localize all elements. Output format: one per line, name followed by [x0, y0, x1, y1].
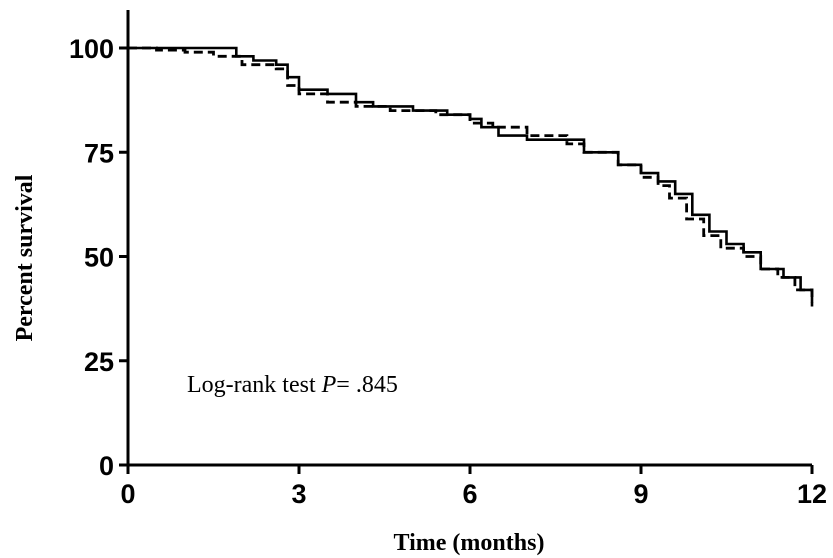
y-tick-label: 0 [99, 451, 114, 481]
x-tick-label: 0 [120, 479, 135, 509]
y-tick-label: 75 [84, 138, 114, 168]
annotation-prefix: Log-rank test [187, 372, 322, 398]
survival-curve-solid [128, 46, 814, 307]
x-axis-ticks: 0 3 6 9 12 [120, 465, 827, 509]
y-tick-label: 50 [84, 243, 114, 273]
y-axis-ticks: 0 25 50 75 100 [69, 34, 128, 481]
log-rank-annotation: Log-rank test P= .845 [187, 372, 398, 398]
y-tick-label: 25 [84, 347, 114, 377]
annotation-italic: P [321, 372, 337, 398]
x-tick-label: 9 [633, 479, 648, 509]
x-tick-label: 6 [462, 479, 477, 509]
x-tick-label: 12 [797, 479, 827, 509]
y-tick-label: 100 [69, 34, 114, 64]
annotation-suffix: = .845 [336, 372, 398, 398]
y-axis-title: Percent survival [12, 174, 38, 341]
axes [126, 10, 812, 467]
survival-curve-dashed [128, 46, 814, 303]
x-tick-label: 3 [291, 479, 306, 509]
survival-curves [128, 46, 814, 307]
x-axis-title: Time (months) [394, 530, 545, 556]
